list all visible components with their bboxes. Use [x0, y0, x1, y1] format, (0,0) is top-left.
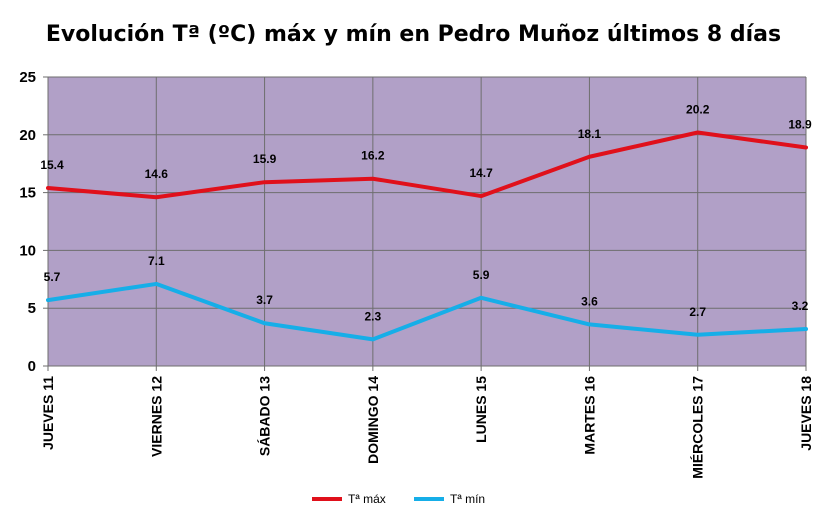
data-label-1-3: 2.3 — [365, 309, 382, 323]
data-label-0-3: 16.2 — [361, 149, 385, 163]
data-label-0-4: 14.7 — [469, 166, 493, 180]
chart-title: Evolución Tª (ºC) máx y mín en Pedro Muñ… — [45, 22, 782, 47]
legend-swatch-min — [414, 497, 444, 501]
data-label-1-5: 3.6 — [581, 294, 598, 308]
x-axis-ticks: JUEVES 11 VIERNES 12 SÁBADO 13 DOMINGO 14 LU… — [40, 366, 814, 479]
xtick-label-2: SÁBADO 13 — [257, 376, 273, 456]
ytick-label-5: 5 — [28, 300, 36, 317]
data-label-1-2: 3.7 — [256, 293, 273, 307]
grid-lines — [47, 76, 807, 367]
axes — [47, 77, 806, 367]
xtick-label-7: JUEVES 18 — [798, 376, 814, 451]
data-labels: 15.4 14.6 15.9 16.2 14.7 18.1 20.2 18.9 5.7 7.1 3.… — [40, 102, 812, 323]
legend-item-max: Tª máx — [312, 492, 386, 506]
ytick-label-15: 15 — [19, 185, 36, 202]
plot-area — [48, 77, 806, 366]
xtick-label-4: LUNES 15 — [473, 376, 489, 443]
series-lines — [46, 130, 808, 342]
data-label-0-1: 14.6 — [145, 167, 169, 181]
series-line-1 — [46, 281, 808, 342]
xtick-label-3: DOMINGO 14 — [365, 376, 381, 464]
data-label-0-2: 15.9 — [253, 152, 277, 166]
data-label-0-7: 18.9 — [788, 118, 812, 132]
series-line-0 — [46, 130, 808, 200]
data-label-0-6: 20.2 — [686, 102, 710, 116]
data-label-1-0: 5.7 — [44, 270, 61, 284]
y-axis-ticks: 0 5 10 15 20 25 — [19, 69, 48, 375]
data-label-0-5: 18.1 — [578, 127, 602, 141]
ytick-label-10: 10 — [19, 242, 36, 259]
legend-swatch-max — [312, 497, 342, 501]
legend: Tª máx Tª mín — [0, 492, 827, 510]
xtick-label-0: JUEVES 11 — [40, 376, 56, 450]
ytick-label-20: 20 — [19, 127, 36, 144]
data-label-1-4: 5.9 — [473, 268, 490, 282]
data-label-0-0: 15.4 — [40, 158, 64, 172]
legend-item-min: Tª mín — [414, 492, 485, 506]
data-label-1-6: 2.7 — [689, 305, 706, 319]
data-label-1-1: 7.1 — [148, 254, 165, 268]
xtick-label-1: VIERNES 12 — [148, 376, 164, 457]
data-label-1-7: 3.2 — [792, 299, 809, 313]
xtick-label-5: MARTES 16 — [581, 376, 597, 455]
xtick-label-6: MIÉRCOLES 17 — [690, 376, 706, 479]
ytick-label-0: 0 — [28, 358, 36, 375]
ytick-label-25: 25 — [19, 69, 36, 86]
legend-label-max: Tª máx — [348, 492, 386, 506]
legend-label-min: Tª mín — [450, 492, 486, 506]
